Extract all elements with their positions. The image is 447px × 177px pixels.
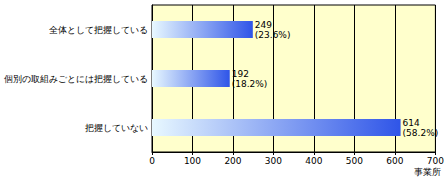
svg-text:700: 700 (427, 156, 444, 166)
svg-text:(58.2%): (58.2%) (403, 128, 439, 138)
svg-text:(23.6%): (23.6%) (255, 30, 291, 40)
svg-text:249: 249 (255, 20, 272, 30)
svg-text:事業所: 事業所 (414, 167, 441, 177)
svg-text:400: 400 (305, 156, 322, 166)
svg-text:全体として把握している: 全体として把握している (49, 25, 148, 35)
svg-text:(18.2%): (18.2%) (232, 79, 268, 89)
svg-text:個別の取組みごとには把握している: 個別の取組みごとには把握している (4, 74, 148, 84)
svg-text:192: 192 (232, 69, 249, 79)
svg-text:300: 300 (265, 156, 282, 166)
svg-text:把握していない: 把握していない (85, 123, 148, 133)
svg-text:500: 500 (346, 156, 363, 166)
svg-text:600: 600 (386, 156, 403, 166)
svg-text:0: 0 (149, 156, 155, 166)
svg-text:614: 614 (403, 118, 420, 128)
svg-text:100: 100 (184, 156, 201, 166)
svg-text:200: 200 (224, 156, 241, 166)
